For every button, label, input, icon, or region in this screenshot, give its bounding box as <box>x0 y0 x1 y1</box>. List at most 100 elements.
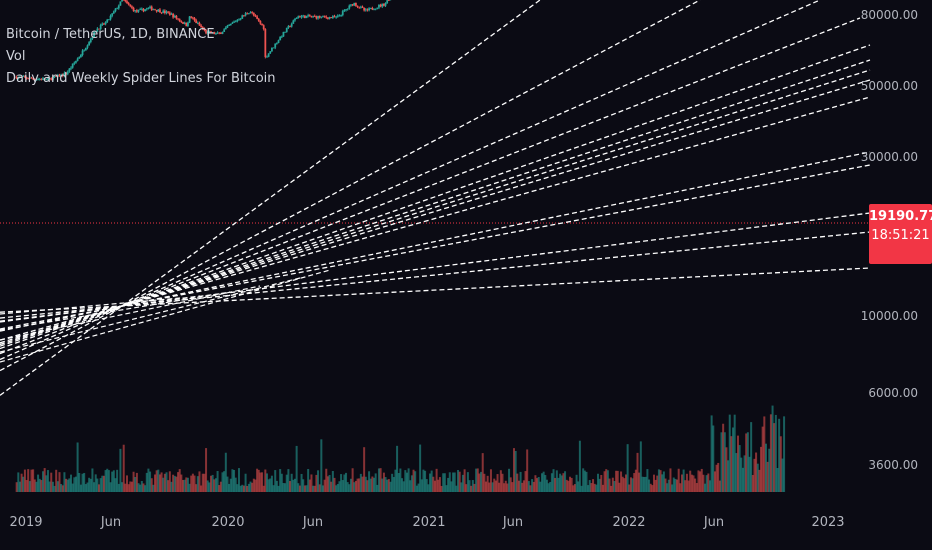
volume-bar <box>643 477 646 492</box>
volume-bar <box>274 470 277 492</box>
candle-body <box>355 2 357 6</box>
volume-bar <box>279 469 282 492</box>
candle-body <box>312 16 314 17</box>
volume-bar <box>78 472 81 492</box>
candle-body <box>24 76 26 78</box>
volume-bar <box>687 480 690 492</box>
volume-bar <box>374 473 377 492</box>
volume-bar <box>674 478 677 492</box>
volume-bar <box>555 470 558 492</box>
candle-body <box>333 16 336 18</box>
volume-bar <box>582 468 585 492</box>
volume-bar <box>295 445 298 492</box>
volume-bar <box>694 478 697 492</box>
volume-bar <box>371 476 374 492</box>
volume-bar <box>66 479 69 492</box>
volume-bar <box>567 480 570 492</box>
volume-indicator-label[interactable]: Vol <box>6 49 26 64</box>
volume-bar <box>557 477 560 492</box>
candle-body <box>172 13 175 18</box>
candle-body <box>218 32 221 34</box>
volume-bar <box>104 470 107 492</box>
volume-bar <box>193 475 196 492</box>
candle-body <box>98 28 100 30</box>
x-tick-label: Jun <box>100 515 122 530</box>
volume-bar <box>99 478 102 492</box>
volume-bar <box>38 478 41 492</box>
volume-bars <box>15 405 786 492</box>
volume-bar <box>672 477 675 492</box>
spider-line <box>0 69 871 346</box>
volume-bar <box>442 473 445 492</box>
candle-body <box>302 15 305 17</box>
volume-bar <box>539 481 542 492</box>
volume-bar <box>305 485 308 492</box>
volume-bar <box>481 453 484 492</box>
candle-body <box>328 17 331 19</box>
volume-bar <box>401 478 404 492</box>
volume-bar <box>351 468 354 492</box>
candle-body <box>142 8 145 12</box>
volume-bar <box>613 481 616 492</box>
candle-body <box>188 16 191 23</box>
candle-body <box>223 29 226 32</box>
volume-bar <box>28 481 31 492</box>
volume-bar <box>644 476 647 492</box>
volume-bar <box>508 468 511 492</box>
volume-bar <box>452 472 455 492</box>
candle-body <box>387 0 390 1</box>
volume-bar <box>560 475 563 492</box>
volume-bar <box>389 481 392 492</box>
volume-bar <box>224 452 227 492</box>
volume-bar <box>20 473 23 492</box>
volume-bar <box>343 474 346 492</box>
volume-bar <box>22 476 25 492</box>
price-candles <box>15 0 392 82</box>
candle-body <box>208 31 211 33</box>
volume-bar <box>76 442 79 492</box>
candle-body <box>378 4 380 8</box>
volume-bar <box>531 479 534 492</box>
volume-bar <box>358 478 361 492</box>
volume-bar <box>616 470 619 492</box>
volume-bar <box>460 482 463 492</box>
candle-body <box>315 16 318 19</box>
volume-bar <box>649 483 652 492</box>
volume-bar <box>249 481 252 492</box>
volume-bar <box>684 480 687 492</box>
volume-bar <box>144 485 147 492</box>
volume-bar <box>218 485 221 492</box>
volume-bar <box>170 481 173 492</box>
candle-body <box>350 4 352 6</box>
candle-body <box>109 15 112 20</box>
volume-bar <box>328 474 331 492</box>
candle-body <box>246 13 249 15</box>
volume-bar <box>457 470 460 492</box>
spider-indicator-label[interactable]: Daily and Weekly Spider Lines For Bitcoi… <box>6 71 276 86</box>
candle-body <box>244 13 247 16</box>
volume-bar <box>145 472 148 492</box>
candle-body <box>266 56 268 58</box>
volume-bar <box>517 480 520 492</box>
volume-bar <box>203 473 206 492</box>
candle-body <box>15 76 18 79</box>
volume-bar <box>443 473 446 492</box>
volume-bar <box>743 455 746 492</box>
volume-bar <box>778 418 781 492</box>
volume-bar <box>318 484 321 492</box>
volume-bar <box>559 473 562 492</box>
symbol-title[interactable]: Bitcoin / TetherUS, 1D, BINANCE <box>6 27 215 42</box>
candle-body <box>163 10 166 14</box>
volume-bar <box>667 479 670 492</box>
volume-bar <box>289 481 292 492</box>
candle-body <box>137 9 140 12</box>
candle-body <box>308 15 311 17</box>
candle-body <box>73 62 76 64</box>
volume-bar <box>610 485 613 492</box>
candle-body <box>119 1 122 6</box>
volume-bar <box>175 476 178 492</box>
candle-body <box>114 8 117 12</box>
volume-bar <box>96 478 99 492</box>
volume-bar <box>521 482 524 492</box>
